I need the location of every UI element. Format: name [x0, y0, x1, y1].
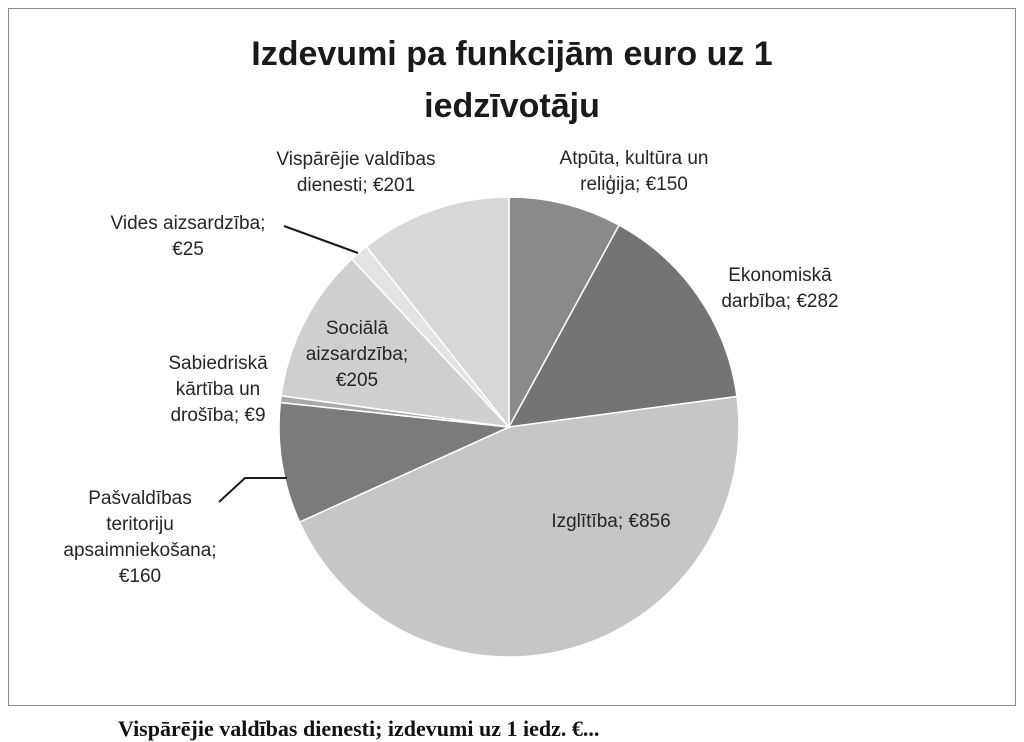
pie-slice-izgl-t-ba — [298, 395, 740, 658]
data-label: Ekonomiskā darbība; €282 — [721, 265, 838, 312]
pie-slice-atp-ta-kult-ra-un-reli-ija — [508, 196, 621, 428]
pie-slice-pa-vald-bas-teritoriju-apsaimnieko-ana — [278, 401, 512, 524]
data-label: Pašvaldības teritoriju apsaimniekošana; €16… — [63, 488, 216, 587]
data-label: Atpūta, kultūra un reliģija; €150 — [560, 148, 709, 195]
chart-title-line-2: iedzīvotāju — [424, 87, 600, 125]
data-label: Sociālā aizsardzība; €205 — [306, 318, 408, 391]
figure-caption: Vispārējie valdības dienesti; izdevumi u… — [118, 716, 600, 741]
leader-line — [218, 477, 287, 503]
data-label: Sabiedriskā kārtība un drošība; €9 — [168, 353, 268, 426]
data-label: Vispārējie valdības dienesti; €201 — [276, 149, 435, 196]
pie-slice-ekonomisk-darb-ba — [507, 224, 738, 428]
pie-slice-visp-r-jie-vald-bas-dienesti — [365, 196, 510, 430]
data-label: Izglītība; €856 — [551, 511, 670, 532]
data-label: Vides aizsardzība; €25 — [111, 213, 266, 260]
chart-title-line-1: Izdevumi pa funkcijām euro uz 1 — [251, 35, 773, 73]
pie-slice-soci-l-aizsardz-ba — [280, 257, 511, 429]
leader-line — [283, 225, 359, 254]
